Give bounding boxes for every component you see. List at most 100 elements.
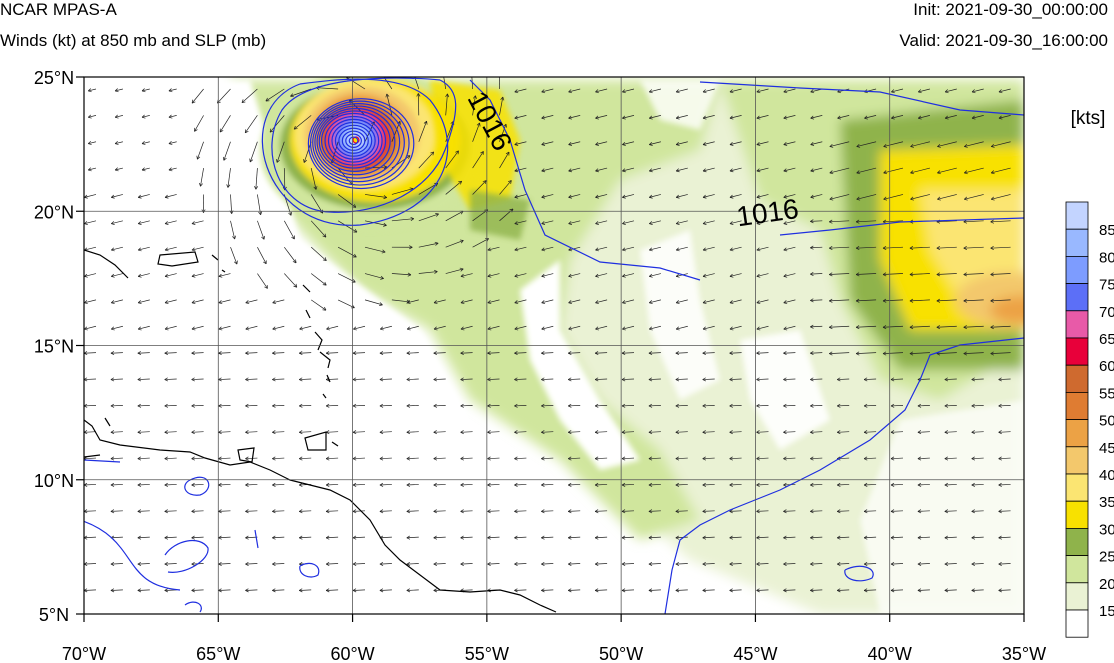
wind-vector <box>890 431 904 433</box>
wind-vector <box>676 246 688 251</box>
wind-vector-head <box>756 142 760 145</box>
wind-vector-head <box>937 170 941 174</box>
wind-vector <box>675 510 688 512</box>
wind-vector <box>756 457 769 460</box>
wind-vector-head <box>990 300 994 303</box>
wind-vector-head <box>918 91 922 94</box>
wind-vector-head <box>936 353 941 356</box>
wind-vector-head <box>863 458 868 461</box>
wind-vector-head <box>595 91 599 94</box>
wind-vector-head <box>442 68 444 71</box>
wind-vector-head <box>595 249 599 252</box>
wind-vector-head <box>648 537 653 540</box>
wind-vector-head <box>594 563 599 566</box>
wind-vector-head <box>856 170 860 174</box>
wind-vector-head <box>141 114 145 118</box>
wind-vector <box>218 510 231 512</box>
wind-vector <box>649 167 661 172</box>
wind-vector-head <box>84 273 88 277</box>
wind-vector <box>299 510 312 512</box>
wind-vector-head <box>783 405 787 408</box>
wind-vector-head <box>222 156 225 161</box>
wind-vector <box>245 457 258 460</box>
wind-vector <box>310 273 327 286</box>
lon-tick-label: 35°W <box>1002 644 1046 663</box>
wind-vector-head <box>354 204 357 208</box>
wind-vector-head <box>756 509 760 512</box>
colorbar-label: 65 <box>1099 331 1114 348</box>
wind-vector <box>115 141 123 145</box>
wind-vector <box>936 273 957 275</box>
colorbar-swatch <box>1065 555 1089 584</box>
wind-vector <box>648 352 661 354</box>
wind-vector-head <box>729 328 734 331</box>
wind-vector-head <box>272 511 276 514</box>
wind-vector-head <box>88 90 92 93</box>
wind-vector-head <box>191 276 196 278</box>
wind-vector-head <box>990 351 994 354</box>
wind-vector-head <box>756 302 761 305</box>
wind-vector-head <box>291 236 295 240</box>
wind-vector-head <box>191 326 195 330</box>
wind-vector <box>810 589 823 591</box>
wind-vector <box>164 299 177 304</box>
wind-vector-head <box>473 95 476 99</box>
wind-vector <box>111 194 123 198</box>
wind-vector-head <box>245 326 249 330</box>
wind-vector-head <box>648 535 653 539</box>
wind-vector-head <box>783 300 787 304</box>
wind-vector-head <box>325 379 330 382</box>
wind-vector-head <box>944 482 948 486</box>
wind-vector-head <box>810 324 814 328</box>
wind-vector-head <box>998 588 1002 591</box>
wind-vector-head <box>435 183 439 187</box>
wind-vector-head <box>541 170 546 173</box>
wind-vector-head <box>991 172 995 175</box>
wind-vector-head <box>245 535 249 539</box>
wind-vector-head <box>110 484 115 487</box>
colorbar-label: 20 <box>1099 576 1114 593</box>
wind-vector-head <box>675 484 680 487</box>
wind-vector-head <box>890 458 895 461</box>
wind-vector-head <box>352 563 357 566</box>
wind-vector-head <box>756 561 760 565</box>
wind-vector-head <box>88 143 92 145</box>
wind-vector-head <box>460 273 464 277</box>
wind-vector-head <box>729 223 734 225</box>
wind-vector-head <box>568 511 572 514</box>
wind-vector-head <box>293 125 296 130</box>
wind-vector-head <box>379 351 384 354</box>
wind-vector-head <box>406 352 411 356</box>
wind-vector-head <box>883 196 887 200</box>
wind-vector-head <box>234 261 238 265</box>
wind-vector-head <box>354 253 357 258</box>
wind-vector <box>595 194 608 198</box>
wind-vector <box>675 589 688 591</box>
wind-vector-head <box>594 588 599 591</box>
wind-vector-head <box>998 561 1002 565</box>
wind-vector-head <box>649 89 653 93</box>
wind-vector-head <box>998 115 1002 119</box>
wind-vector-head <box>411 68 412 71</box>
wind-vector-head <box>756 247 760 251</box>
wind-vector <box>110 536 123 539</box>
wind-vector <box>783 115 796 119</box>
wind-vector-head <box>622 142 626 145</box>
wind-vector-head <box>430 151 434 154</box>
wind-vector-head <box>890 511 895 514</box>
wind-vector <box>110 352 123 354</box>
wind-vector-head <box>729 537 733 540</box>
wind-vector <box>241 88 258 103</box>
wind-vector-head <box>269 128 272 133</box>
wind-vector-head <box>783 588 787 591</box>
wind-vector-head <box>756 170 761 173</box>
wind-vector-head <box>541 168 545 172</box>
wind-vector-head <box>944 484 949 487</box>
wind-vector-head <box>829 326 833 330</box>
wind-vector-head <box>856 143 860 147</box>
wind-vector-head <box>891 115 895 119</box>
wind-vector <box>783 141 796 145</box>
wind-vector-head <box>325 456 330 459</box>
wind-vector-head <box>568 563 572 566</box>
wind-vector-head <box>272 328 277 331</box>
